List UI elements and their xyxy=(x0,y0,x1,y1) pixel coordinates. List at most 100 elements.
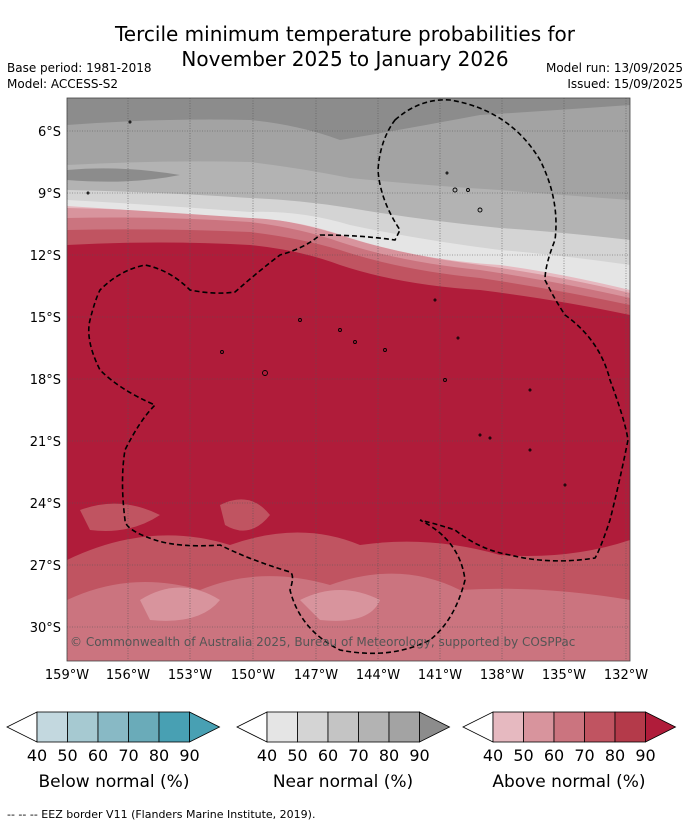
eez-border xyxy=(87,99,629,655)
lat-tick-label: 21°S xyxy=(30,435,61,450)
island xyxy=(443,378,447,382)
legend-below-normal: 40 50 60 70 80 90 xyxy=(6,711,221,765)
title-line-1: Tercile minimum temperature probabilitie… xyxy=(114,22,576,46)
island xyxy=(86,191,90,195)
legend-near-cap-high xyxy=(419,711,451,743)
legend-above-tick: 90 xyxy=(635,746,655,765)
lon-tick-label: 153°W xyxy=(168,668,212,683)
map-credit: © Commonwealth of Australia 2025, Bureau… xyxy=(70,635,575,649)
near-80-region xyxy=(67,98,630,200)
latitude-labels: 6°S 9°S 12°S 15°S 18°S 21°S 24°S 27°S 30°S xyxy=(30,125,61,636)
island xyxy=(220,350,224,354)
lat-tick-label: 18°S xyxy=(30,373,61,388)
legend-above-tick: 60 xyxy=(544,746,564,765)
legend-above-tick: 70 xyxy=(574,746,594,765)
legend-near-label: Near normal (%) xyxy=(272,772,414,792)
legend-above-tick: 80 xyxy=(605,746,625,765)
above-80-patch-mid xyxy=(220,499,270,531)
meta-right: Model run: 13/09/2025 Issued: 15/09/2025 xyxy=(546,60,683,92)
lon-tick-label: 138°W xyxy=(480,668,524,683)
island xyxy=(488,436,492,440)
legend-below-cell xyxy=(67,711,99,743)
legend-below-tick: 40 xyxy=(27,746,47,765)
legend-above-normal: 40 50 60 70 80 90 xyxy=(462,711,677,765)
legend-below-cell xyxy=(36,711,68,743)
legend-near-tick: 50 xyxy=(287,746,307,765)
lon-tick-label: 141°W xyxy=(418,668,462,683)
islands xyxy=(86,120,567,487)
lat-tick-label: 6°S xyxy=(38,125,61,140)
island xyxy=(353,340,357,344)
legend-near-cell xyxy=(388,711,420,743)
legend-near-tick: 40 xyxy=(257,746,277,765)
lat-tick-label: 9°S xyxy=(38,187,61,202)
legend-below-tick: 60 xyxy=(88,746,108,765)
lat-tick-label: 27°S xyxy=(30,559,61,574)
lon-tick-label: 132°W xyxy=(604,668,648,683)
map-frame xyxy=(66,97,631,662)
legend-near-cell xyxy=(266,711,298,743)
above-60-patch-2 xyxy=(300,590,380,621)
meta-left: Base period: 1981-2018 Model: ACCESS-S2 xyxy=(7,60,152,92)
issued-date: Issued: 15/09/2025 xyxy=(567,77,683,91)
legend-above-cell xyxy=(492,711,524,743)
island xyxy=(298,318,302,322)
footer-note: -- -- -- EEZ border V11 (Flanders Marine… xyxy=(7,808,316,821)
island xyxy=(528,388,532,392)
island xyxy=(477,207,483,213)
legend-below-tick: 90 xyxy=(179,746,199,765)
legend-near-tick: 90 xyxy=(409,746,429,765)
island xyxy=(262,370,268,376)
lon-tick-label: 144°W xyxy=(356,668,400,683)
near-90-region xyxy=(67,98,630,140)
legend-above-tick: 40 xyxy=(483,746,503,765)
legend-near-cell xyxy=(297,711,329,743)
legend-near-tick: 60 xyxy=(318,746,338,765)
lon-tick-label: 159°W xyxy=(45,668,89,683)
legend-below-cap-low xyxy=(6,711,38,743)
lat-tick-label: 24°S xyxy=(30,497,61,512)
legend-above-cell xyxy=(614,711,646,743)
legend-near-tick: 70 xyxy=(348,746,368,765)
legend-above-cap-low xyxy=(462,711,494,743)
near-90-patch xyxy=(67,168,180,182)
legend-near-cell xyxy=(358,711,390,743)
legend-near-cell xyxy=(327,711,359,743)
model-name: Model: ACCESS-S2 xyxy=(7,77,119,91)
legend-near-tick: 80 xyxy=(379,746,399,765)
chart-title: Tercile minimum temperature probabilitie… xyxy=(0,22,690,72)
island xyxy=(466,188,470,192)
above-80-patch-west xyxy=(80,503,160,531)
lat-tick-label: 30°S xyxy=(30,621,61,636)
model-run: Model run: 13/09/2025 xyxy=(545,61,683,75)
map-fill xyxy=(67,98,630,661)
legend-below-cell xyxy=(158,711,190,743)
legend-below-cap-high xyxy=(189,711,221,743)
island xyxy=(445,171,449,175)
legend-below-tick: 70 xyxy=(118,746,138,765)
island xyxy=(528,448,532,452)
base-period: Base period: 1981-2018 xyxy=(7,61,152,75)
legend-above-tick: 50 xyxy=(513,746,533,765)
lon-tick-label: 147°W xyxy=(294,668,338,683)
legend-above-cell xyxy=(584,711,616,743)
island xyxy=(338,328,342,332)
legend-below-label: Below normal (%) xyxy=(38,772,190,792)
lon-tick-label: 150°W xyxy=(231,668,275,683)
lat-tick-label: 15°S xyxy=(30,311,61,326)
island xyxy=(383,348,387,352)
legend-near-normal: 40 50 60 70 80 90 xyxy=(236,711,451,765)
legend-above-cell xyxy=(523,711,555,743)
island xyxy=(456,336,460,340)
legend-below-cell xyxy=(128,711,160,743)
island xyxy=(478,433,482,437)
lat-tick-label: 12°S xyxy=(30,249,61,264)
legend-near-cap-low xyxy=(236,711,268,743)
longitude-labels: 159°W 156°W 153°W 150°W 147°W 144°W 141°W 138°W… xyxy=(45,668,648,683)
legend-above-cap-high xyxy=(645,711,677,743)
lon-tick-label: 156°W xyxy=(106,668,150,683)
probability-map: © Commonwealth of Australia 2025, Bureau… xyxy=(6,97,677,765)
legend-above-cell xyxy=(553,711,585,743)
above-60-patch-1 xyxy=(140,587,220,621)
lon-tick-label: 135°W xyxy=(542,668,586,683)
